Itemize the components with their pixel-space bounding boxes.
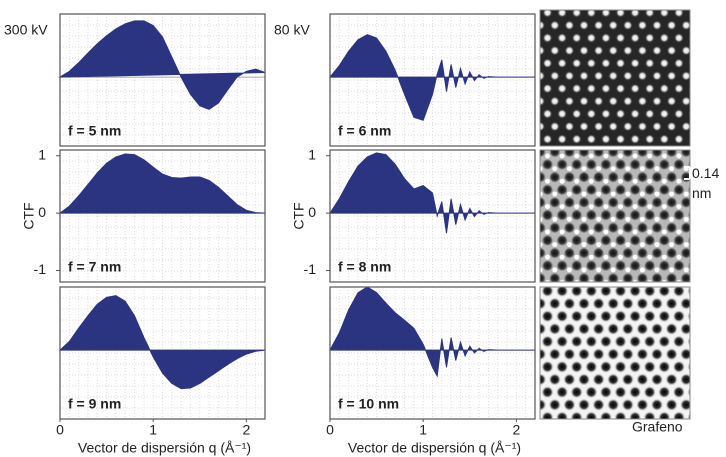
x-tick-label: 2 xyxy=(242,422,250,438)
x-axis-label: Vector de dispersión q (Å⁻¹) xyxy=(348,440,521,456)
panel-label: f = 5 nm xyxy=(68,123,121,139)
y-axis-label: CTF xyxy=(291,202,307,229)
graphene-image xyxy=(539,149,691,283)
plot-frame xyxy=(329,149,536,283)
ctf-area xyxy=(58,295,266,390)
panel-label: f = 10 nm xyxy=(338,396,399,412)
x-tick-label: 2 xyxy=(512,422,520,438)
plot-frame xyxy=(329,13,536,147)
image-caption: Grafeno xyxy=(632,419,683,435)
y-tick-label: 1 xyxy=(308,146,316,162)
ctf-area xyxy=(328,34,535,121)
y-tick-label: 0 xyxy=(308,204,316,220)
x-axis-label: Vector de dispersión q (Å⁻¹) xyxy=(78,440,251,456)
x-tick-label: 1 xyxy=(419,422,427,438)
panel-label: f = 9 nm xyxy=(68,396,121,412)
voltage-label: 80 kV xyxy=(274,22,310,38)
plot-frame xyxy=(59,286,266,420)
ctf-area xyxy=(329,286,535,378)
ctf-area xyxy=(58,153,266,214)
panel-label: f = 8 nm xyxy=(338,259,391,275)
ctf-area xyxy=(58,20,266,110)
plot-frame xyxy=(59,149,266,283)
graphene-image xyxy=(539,286,691,420)
panel-label: f = 6 nm xyxy=(338,123,391,139)
y-tick-label: 0 xyxy=(38,204,46,220)
voltage-label: 300 kV xyxy=(4,22,48,38)
y-tick-label: 1 xyxy=(38,146,46,162)
scale-bar xyxy=(684,166,691,180)
plot-frame xyxy=(329,286,536,420)
y-axis-label: CTF xyxy=(21,202,37,229)
graphene-image xyxy=(539,9,691,147)
x-tick-label: 0 xyxy=(326,422,334,438)
y-tick-label: -1 xyxy=(34,261,47,277)
scale-label: 0.14 nm xyxy=(692,165,720,201)
y-tick-label: -1 xyxy=(304,261,317,277)
ctf-area xyxy=(329,152,535,234)
panel-label: f = 7 nm xyxy=(68,259,121,275)
x-tick-label: 0 xyxy=(56,422,64,438)
plot-frame xyxy=(59,13,266,147)
x-tick-label: 1 xyxy=(149,422,157,438)
